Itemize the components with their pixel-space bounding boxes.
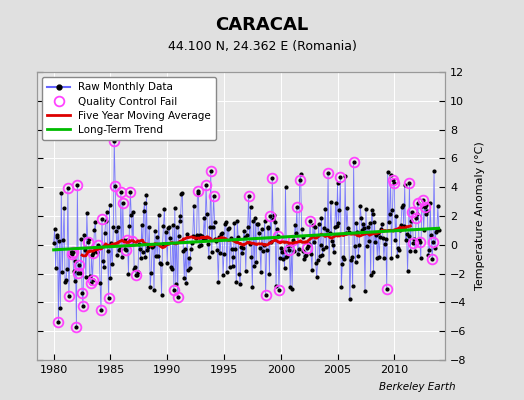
Legend: Raw Monthly Data, Quality Control Fail, Five Year Moving Average, Long-Term Tren: Raw Monthly Data, Quality Control Fail, … — [42, 77, 216, 140]
Text: Berkeley Earth: Berkeley Earth — [379, 382, 456, 392]
Text: 44.100 N, 24.362 E (Romania): 44.100 N, 24.362 E (Romania) — [168, 40, 356, 53]
Text: CARACAL: CARACAL — [215, 16, 309, 34]
Y-axis label: Temperature Anomaly (°C): Temperature Anomaly (°C) — [475, 142, 485, 290]
